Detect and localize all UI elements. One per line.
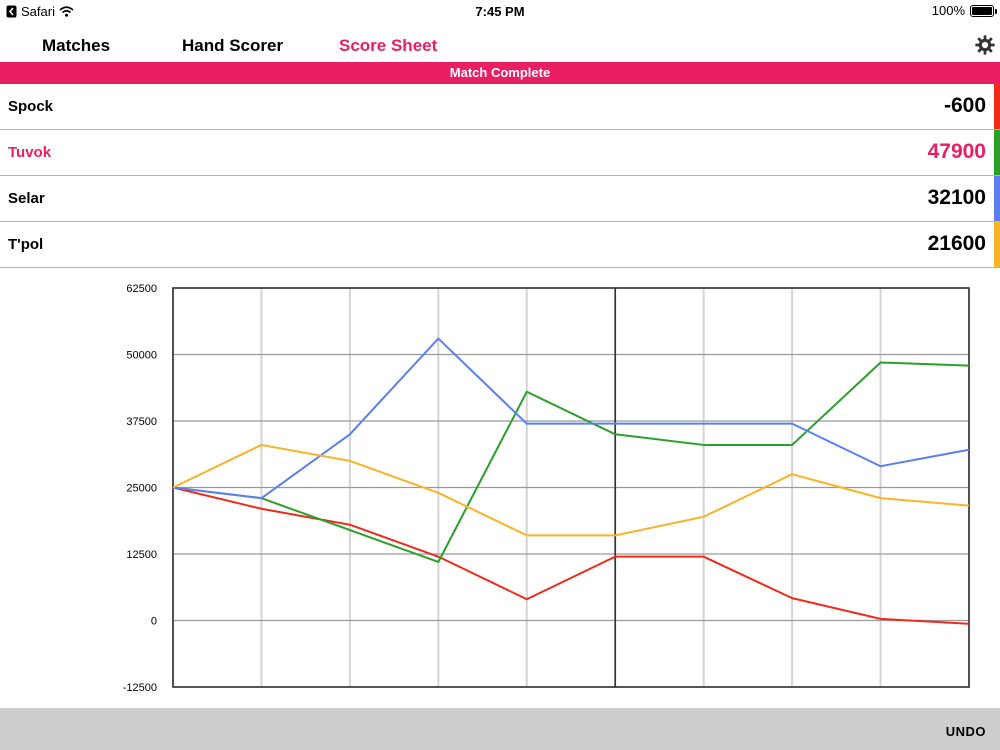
y-tick-label: 25000 (126, 483, 157, 495)
player-score: 32100 (927, 186, 986, 209)
player-score: 21600 (927, 232, 986, 255)
undo-button[interactable]: UNDO (945, 724, 986, 739)
y-tick-label: 0 (151, 616, 157, 628)
player-row-tuvok[interactable]: Tuvok 47900 (0, 130, 1000, 176)
player-color-swatch (994, 176, 1000, 221)
y-tick-label: 12500 (126, 549, 157, 561)
series-line (172, 486, 970, 625)
battery-icon (970, 4, 997, 17)
player-name: Tuvok (8, 144, 52, 161)
score-history-chart: 62500 50000 37500 25000 12500 0 -12500 (123, 283, 970, 694)
series-line (172, 361, 970, 563)
status-bar: Safari 7:45 PM 100% (0, 0, 1000, 22)
match-complete-banner: Match Complete (0, 62, 1000, 84)
player-row-tpol[interactable]: T'pol 21600 (0, 222, 1000, 268)
player-row-selar[interactable]: Selar 32100 (0, 176, 1000, 222)
back-arrow-icon (6, 5, 17, 18)
back-app-label: Safari (21, 4, 55, 19)
y-tick-label: 50000 (126, 350, 157, 362)
top-nav: Matches Hand Scorer Score Sheet (0, 22, 1000, 62)
player-color-swatch (994, 84, 1000, 129)
player-name: Selar (8, 190, 45, 207)
player-score: 47900 (927, 140, 986, 163)
tab-score-sheet[interactable]: Score Sheet (339, 36, 438, 55)
battery-status: 100% (931, 3, 997, 18)
series-line (172, 443, 970, 537)
battery-level (972, 6, 992, 15)
series-line (172, 337, 970, 500)
y-tick-label: 37500 (126, 416, 157, 428)
gear-icon[interactable] (974, 34, 996, 56)
player-name: T'pol (8, 236, 44, 253)
y-tick-label: 62500 (126, 283, 157, 295)
status-time: 7:45 PM (475, 4, 525, 19)
tab-matches[interactable]: Matches (42, 36, 111, 55)
player-score: -600 (943, 94, 986, 117)
tab-hand-scorer[interactable]: Hand Scorer (182, 36, 284, 55)
back-to-app[interactable]: Safari (6, 4, 74, 19)
player-row-spock[interactable]: Spock -600 (0, 84, 1000, 130)
player-color-swatch (994, 222, 1000, 267)
battery-percent: 100% (931, 3, 965, 18)
wifi-icon (59, 6, 74, 17)
bottom-toolbar: UNDO (0, 708, 1000, 750)
player-color-swatch (994, 130, 1000, 175)
player-name: Spock (8, 98, 54, 115)
y-tick-label: -12500 (123, 682, 157, 694)
